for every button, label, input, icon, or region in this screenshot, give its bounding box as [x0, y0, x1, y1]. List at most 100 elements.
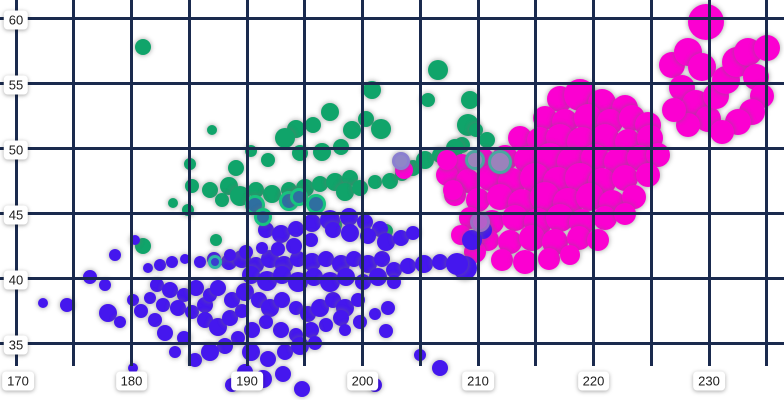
- x-tick-label: 200: [346, 371, 379, 391]
- scatter-point-blue-cluster: [193, 256, 206, 269]
- scatter-point-green-cluster: [336, 183, 355, 202]
- scatter-point-magenta-cluster: [519, 224, 546, 251]
- outlined-scatter-point: [464, 149, 485, 170]
- scatter-point-blue-cluster: [369, 308, 382, 321]
- y-tick-label: 40: [3, 270, 29, 290]
- x-tick-label: 170: [2, 371, 34, 391]
- scatter-point-magenta-cluster: [442, 179, 463, 200]
- scatter-point-blue-cluster: [339, 324, 352, 336]
- scatter-point-blue-cluster: [230, 330, 245, 345]
- scatter-point-blue-cluster: [360, 228, 377, 245]
- scatter-point-blue-cluster: [147, 312, 162, 327]
- scatter-point-blue-cluster: [374, 250, 391, 267]
- y-tick-label: 60: [3, 10, 29, 30]
- scatter-point-green-cluster: [214, 193, 229, 207]
- x-tick-label: 230: [693, 371, 725, 391]
- scatter-point-blue-cluster: [346, 250, 363, 267]
- scatter-point-green-cluster: [168, 197, 179, 208]
- scatter-point-green-cluster: [209, 234, 222, 247]
- scatter-point-magenta-cluster: [709, 120, 734, 145]
- scatter-point-blue-cluster: [271, 242, 286, 257]
- scatter-point-blue-cluster: [431, 254, 448, 271]
- scatter-point-blue-cluster: [223, 248, 236, 261]
- scatter-point-blue-cluster: [302, 253, 321, 272]
- scatter-point-blue-cluster: [130, 235, 140, 246]
- scatter-point-magenta-cluster: [560, 244, 581, 265]
- scatter-point-blue-cluster: [256, 270, 277, 291]
- scatter-point-blue-cluster: [176, 287, 191, 302]
- scatter-point-blue-cluster: [258, 315, 273, 330]
- scatter-point-blue-cluster: [378, 324, 393, 339]
- scatter-point-magenta-cluster: [436, 149, 457, 170]
- scatter-point-green-cluster: [248, 181, 265, 198]
- scatter-point-blue-cluster: [288, 300, 303, 315]
- scatter-point-blue-cluster: [324, 221, 341, 238]
- scatter-point-blue-cluster: [221, 310, 238, 327]
- scatter-point-blue-cluster: [385, 262, 402, 279]
- x-tick-label: 210: [462, 371, 494, 391]
- scatter-point-blue-cluster: [142, 262, 153, 273]
- scatter-point-green-cluster: [343, 120, 362, 139]
- scatter-point-blue-cluster: [289, 250, 306, 267]
- scatter-point-blue-cluster: [287, 220, 304, 237]
- scatter-point-blue-cluster: [272, 266, 291, 285]
- scatter-point-blue-cluster: [98, 278, 111, 291]
- scatter-point-green-cluster: [362, 80, 381, 99]
- scatter-point-blue-cluster: [188, 280, 205, 297]
- scatter-point-blue-cluster: [274, 366, 291, 383]
- scatter-point-blue-cluster: [179, 253, 190, 264]
- scatter-point-green-cluster: [202, 181, 218, 198]
- scatter-point-blue-cluster: [157, 324, 173, 341]
- scatter-point-green-cluster: [382, 172, 399, 189]
- scatter-point-blue-cluster: [201, 343, 219, 362]
- scatter-point-blue-cluster: [188, 352, 202, 367]
- scatter-point-blue-cluster: [161, 281, 178, 298]
- scatter-point-blue-cluster: [127, 362, 138, 373]
- scatter-point-blue-cluster: [272, 322, 289, 338]
- scatter-point-blue-cluster: [257, 221, 274, 238]
- scatter-point-blue-cluster: [235, 283, 254, 302]
- scatter-point-green-cluster: [260, 152, 275, 167]
- scatter-point-green-cluster: [352, 180, 369, 197]
- scatter-point-green-cluster: [304, 116, 321, 133]
- scatter-point-magenta-cluster: [491, 248, 514, 271]
- x-tick-label: 190: [231, 371, 263, 391]
- scatter-point-blue-cluster: [318, 317, 333, 332]
- scatter-point-blue-cluster: [380, 300, 395, 315]
- scatter-point-blue-cluster: [165, 256, 178, 269]
- scatter-point-blue-cluster: [154, 259, 167, 271]
- scatter-point-green-cluster: [321, 102, 340, 121]
- scatter-point-blue-cluster: [114, 316, 126, 329]
- scatter-point-blue-cluster: [273, 292, 290, 309]
- outlined-scatter-point: [487, 150, 512, 175]
- scatter-point-blue-cluster: [446, 252, 469, 275]
- scatter-point-magenta-cluster: [537, 247, 560, 270]
- scatter-point-green-cluster: [427, 60, 448, 80]
- scatter-point-blue-cluster: [376, 232, 395, 251]
- scatter-point-green-cluster: [371, 118, 391, 139]
- scatter-point-blue-cluster: [59, 298, 74, 313]
- scatter-point-blue-cluster: [144, 291, 156, 304]
- scatter-point-blue-cluster: [431, 359, 448, 376]
- x-tick-label: 180: [115, 371, 148, 391]
- scatter-point-green-cluster: [227, 159, 244, 176]
- scatter-point-magenta-cluster: [688, 53, 717, 82]
- scatter-point-green-cluster: [311, 176, 328, 193]
- scatter-point-green-cluster: [460, 90, 479, 109]
- scatter-point-blue-cluster: [271, 224, 290, 243]
- y-tick-label: 45: [3, 205, 29, 225]
- scatter-point-blue-cluster: [210, 280, 227, 297]
- scatter-point-blue-cluster: [176, 330, 191, 345]
- scatter-point-blue-cluster: [99, 304, 118, 323]
- scatter-point-blue-cluster: [317, 250, 334, 267]
- scatter-point-green-cluster: [135, 38, 152, 55]
- scatter-point-green-cluster: [275, 127, 296, 148]
- scatter-point-blue-cluster: [155, 298, 170, 313]
- outlined-scatter-point: [391, 152, 410, 170]
- scatter-point-blue-cluster: [133, 303, 148, 318]
- y-tick-label: 35: [3, 335, 29, 355]
- scatter-point-magenta-cluster: [635, 163, 660, 188]
- scatter-point-blue-cluster: [294, 380, 311, 397]
- scatter-point-green-cluster: [479, 132, 496, 149]
